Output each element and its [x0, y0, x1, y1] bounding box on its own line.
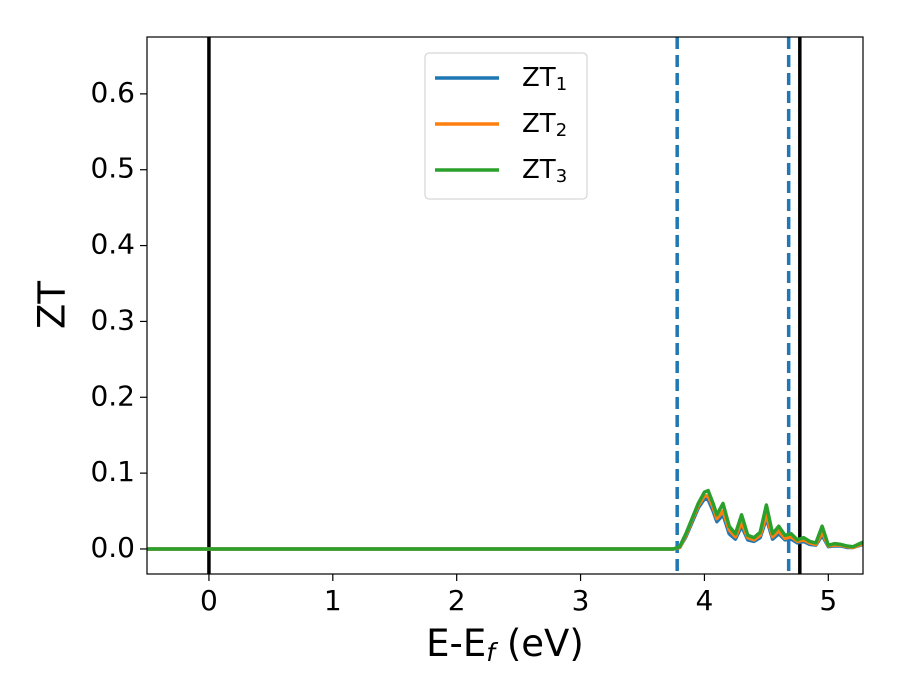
legend-label: ZT1 — [522, 63, 567, 96]
x-tick-label: 1 — [324, 584, 342, 617]
x-tick-label: 3 — [572, 584, 590, 617]
legend-label-sub: 1 — [556, 74, 567, 95]
legend-box — [424, 52, 588, 200]
plot-frame — [146, 36, 864, 575]
legend-label: ZT3 — [522, 155, 567, 188]
y-tick-label: 0.4 — [90, 228, 135, 261]
y-tick-label: 0.6 — [90, 76, 135, 109]
legend-label-sub: 2 — [556, 120, 567, 141]
y-tick-label: 0.3 — [90, 303, 135, 336]
series-line — [147, 497, 863, 551]
legend-label-sub: 3 — [556, 166, 567, 187]
series-line — [147, 488, 863, 551]
y-axis-label: ZT — [31, 281, 74, 329]
x-axis-label-part: (eV) — [495, 622, 584, 665]
legend-label-main: ZT — [522, 155, 556, 185]
x-tick-label: 4 — [696, 584, 714, 617]
y-tick-label: 0.2 — [90, 379, 135, 412]
x-tick-label: 5 — [819, 584, 837, 617]
legend-label: ZT2 — [522, 109, 567, 142]
legend-label-main: ZT — [522, 109, 556, 139]
x-tick-label: 2 — [448, 584, 466, 617]
x-tick-label: 0 — [200, 584, 218, 617]
y-tick-label: 0.0 — [90, 531, 135, 564]
x-axis-label: E-Ef (eV) — [426, 622, 584, 668]
x-axis-label-part: E-E — [426, 622, 486, 665]
y-tick-label: 0.1 — [90, 455, 135, 488]
legend-label-main: ZT — [522, 63, 556, 93]
y-tick-label: 0.5 — [90, 152, 135, 185]
